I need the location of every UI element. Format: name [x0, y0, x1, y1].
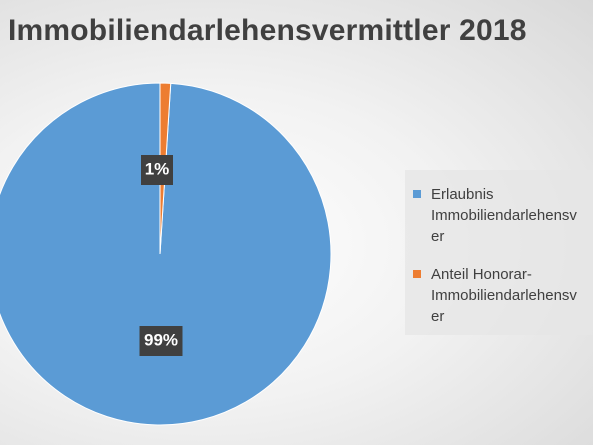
data-label-erlaubnis: 99% [139, 326, 183, 356]
chart-title: Immobiliendarlehensvermittler 2018 [8, 14, 527, 47]
data-label-erlaubnis-box [139, 326, 183, 356]
legend-line: Immobiliendarlehensv [431, 207, 577, 224]
legend-label-erlaubnis: Erlaubnis Immobiliendarlehensv er [431, 184, 593, 247]
data-label-honorar: 1% [141, 155, 173, 185]
data-label-erlaubnis-text: 99% [144, 330, 178, 349]
legend-label-honorar: Anteil Honorar- Immobiliendarlehensv er [431, 264, 593, 327]
legend: Erlaubnis Immobiliendarlehensv er Anteil… [405, 170, 593, 335]
legend-swatch-erlaubnis [413, 190, 421, 198]
legend-line: er [431, 228, 445, 245]
legend-swatch-honorar [413, 270, 421, 278]
slice-erlaubnis [0, 82, 332, 426]
legend-line: er [431, 308, 445, 325]
data-label-honorar-text: 1% [145, 159, 170, 178]
legend-line: Anteil Honorar- [431, 266, 532, 283]
legend-line: Immobiliendarlehensv [431, 287, 577, 304]
data-label-honorar-box [141, 155, 173, 185]
legend-line: Erlaubnis [431, 186, 494, 203]
